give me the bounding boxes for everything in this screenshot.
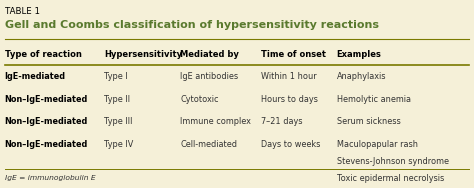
- Text: Serum sickness: Serum sickness: [337, 118, 400, 127]
- Text: Maculopapular rash: Maculopapular rash: [337, 140, 418, 149]
- Text: Stevens-Johnson syndrome: Stevens-Johnson syndrome: [337, 157, 448, 166]
- Text: Type III: Type III: [104, 118, 133, 127]
- Text: Examples: Examples: [337, 50, 382, 59]
- Text: Non–IgE-mediated: Non–IgE-mediated: [5, 140, 88, 149]
- Text: 7–21 days: 7–21 days: [261, 118, 302, 127]
- Text: Type II: Type II: [104, 95, 130, 104]
- Text: Hemolytic anemia: Hemolytic anemia: [337, 95, 410, 104]
- Text: Non–IgE-mediated: Non–IgE-mediated: [5, 118, 88, 127]
- Text: Hours to days: Hours to days: [261, 95, 318, 104]
- Text: Days to weeks: Days to weeks: [261, 140, 320, 149]
- Text: Cell-mediated: Cell-mediated: [180, 140, 237, 149]
- Text: Within 1 hour: Within 1 hour: [261, 72, 316, 81]
- Text: Non–IgE-mediated: Non–IgE-mediated: [5, 95, 88, 104]
- Text: IgE antibodies: IgE antibodies: [180, 72, 238, 81]
- Text: IgE-mediated: IgE-mediated: [5, 72, 66, 81]
- Text: Cytotoxic: Cytotoxic: [180, 95, 219, 104]
- Text: Immune complex: Immune complex: [180, 118, 251, 127]
- Text: Anaphylaxis: Anaphylaxis: [337, 72, 386, 81]
- Text: Type I: Type I: [104, 72, 128, 81]
- Text: Type IV: Type IV: [104, 140, 134, 149]
- Text: Gell and Coombs classification of hypersensitivity reactions: Gell and Coombs classification of hypers…: [5, 20, 379, 30]
- Text: TABLE 1: TABLE 1: [5, 7, 40, 16]
- Text: IgE = immunoglobulin E: IgE = immunoglobulin E: [5, 175, 95, 181]
- Text: Time of onset: Time of onset: [261, 50, 326, 59]
- Text: Mediated by: Mediated by: [180, 50, 239, 59]
- Text: Hypersensitivity: Hypersensitivity: [104, 50, 182, 59]
- Text: Type of reaction: Type of reaction: [5, 50, 82, 59]
- Text: Toxic epidermal necrolysis: Toxic epidermal necrolysis: [337, 174, 444, 183]
